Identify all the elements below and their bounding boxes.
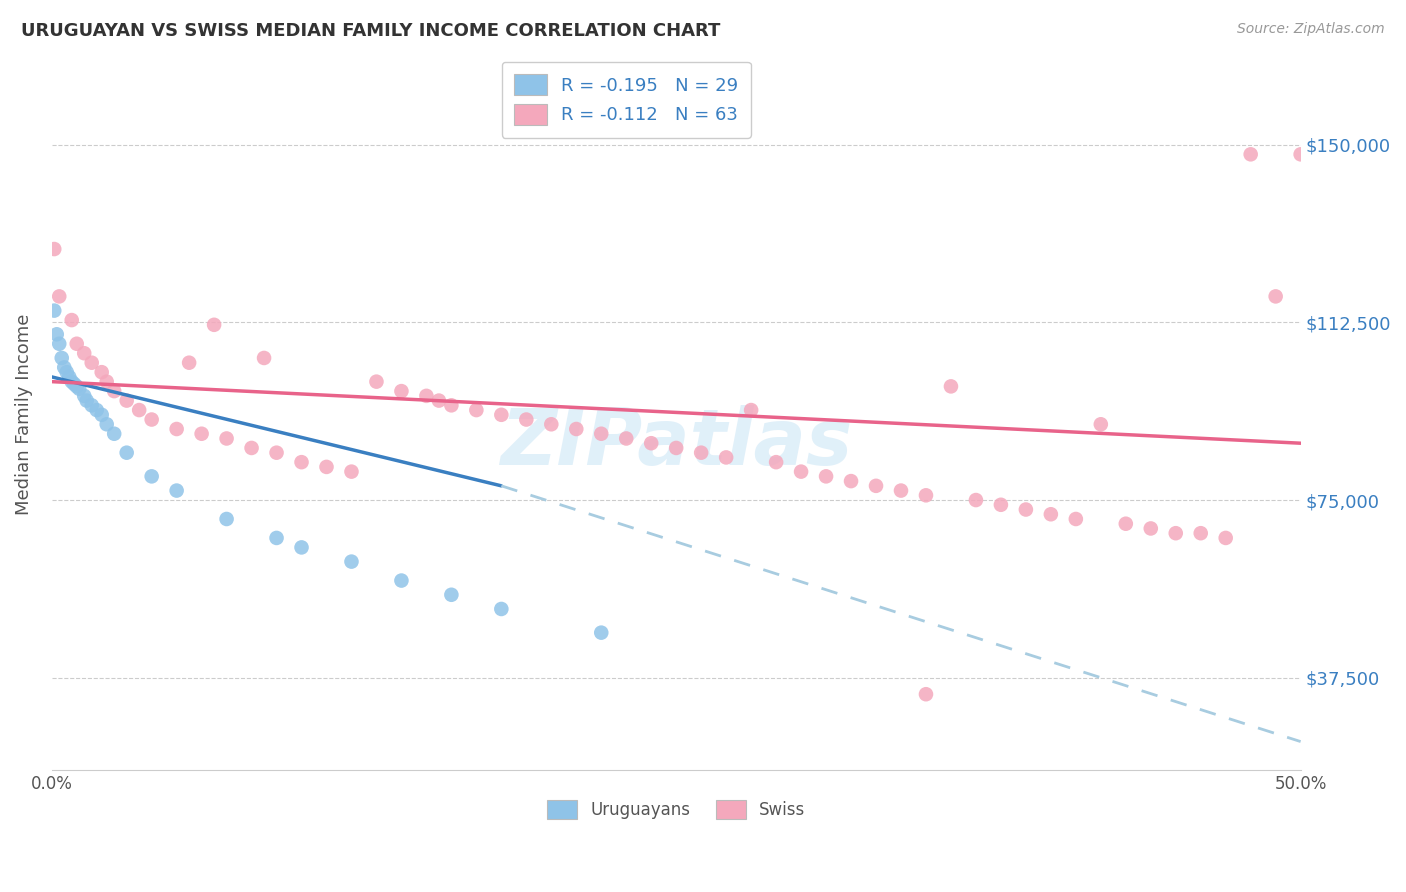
Point xyxy=(80,398,103,412)
Point xyxy=(128,403,150,417)
Point xyxy=(141,469,163,483)
Point xyxy=(665,441,688,455)
Point xyxy=(45,327,67,342)
Point xyxy=(1189,526,1212,541)
Point xyxy=(1039,508,1062,522)
Point xyxy=(253,351,276,365)
Point xyxy=(60,313,83,327)
Point xyxy=(215,432,238,446)
Point xyxy=(1264,289,1286,303)
Point xyxy=(965,493,987,508)
Point xyxy=(58,370,80,384)
Point xyxy=(179,356,201,370)
Legend: Uruguayans, Swiss: Uruguayans, Swiss xyxy=(540,793,811,826)
Point xyxy=(96,417,118,432)
Point xyxy=(96,375,118,389)
Point xyxy=(565,422,588,436)
Point xyxy=(63,377,86,392)
Point xyxy=(166,422,188,436)
Point xyxy=(640,436,662,450)
Point xyxy=(48,336,70,351)
Point xyxy=(366,375,388,389)
Point xyxy=(340,555,363,569)
Point xyxy=(315,459,337,474)
Point xyxy=(1215,531,1237,545)
Point xyxy=(66,379,89,393)
Point xyxy=(66,336,89,351)
Point xyxy=(73,389,96,403)
Point xyxy=(1090,417,1112,432)
Y-axis label: Median Family Income: Median Family Income xyxy=(15,314,32,516)
Point xyxy=(166,483,188,498)
Point xyxy=(591,625,613,640)
Point xyxy=(1064,512,1087,526)
Point xyxy=(115,445,138,459)
Point xyxy=(465,403,488,417)
Point xyxy=(90,408,112,422)
Point xyxy=(1139,521,1161,535)
Point xyxy=(614,432,637,446)
Point xyxy=(790,465,813,479)
Point xyxy=(714,450,737,465)
Point xyxy=(76,393,98,408)
Point xyxy=(915,488,938,502)
Point xyxy=(44,303,66,318)
Point xyxy=(202,318,225,332)
Point xyxy=(815,469,838,483)
Point xyxy=(740,403,762,417)
Point xyxy=(80,356,103,370)
Point xyxy=(839,474,862,488)
Point xyxy=(53,360,76,375)
Point xyxy=(540,417,562,432)
Point xyxy=(103,426,125,441)
Point xyxy=(67,382,90,396)
Point xyxy=(190,426,212,441)
Point xyxy=(86,403,108,417)
Point xyxy=(1240,147,1263,161)
Point xyxy=(491,408,513,422)
Point xyxy=(491,602,513,616)
Point xyxy=(215,512,238,526)
Point xyxy=(141,412,163,426)
Point xyxy=(391,384,413,398)
Point xyxy=(340,465,363,479)
Point xyxy=(391,574,413,588)
Point xyxy=(290,541,312,555)
Text: ZIPatlas: ZIPatlas xyxy=(501,405,852,481)
Point xyxy=(890,483,912,498)
Point xyxy=(427,393,450,408)
Point xyxy=(939,379,962,393)
Point xyxy=(266,531,288,545)
Point xyxy=(915,687,938,701)
Point xyxy=(103,384,125,398)
Point xyxy=(690,445,713,459)
Point xyxy=(440,588,463,602)
Point xyxy=(60,375,83,389)
Point xyxy=(765,455,787,469)
Point xyxy=(73,346,96,360)
Point xyxy=(591,426,613,441)
Point xyxy=(90,365,112,379)
Point xyxy=(415,389,437,403)
Point xyxy=(440,398,463,412)
Point xyxy=(44,242,66,256)
Point xyxy=(290,455,312,469)
Point xyxy=(55,365,77,379)
Point xyxy=(266,445,288,459)
Text: Source: ZipAtlas.com: Source: ZipAtlas.com xyxy=(1237,22,1385,37)
Point xyxy=(515,412,537,426)
Point xyxy=(1015,502,1038,516)
Point xyxy=(990,498,1012,512)
Point xyxy=(1164,526,1187,541)
Point xyxy=(115,393,138,408)
Point xyxy=(240,441,263,455)
Point xyxy=(1289,147,1312,161)
Point xyxy=(865,479,887,493)
Point xyxy=(51,351,73,365)
Point xyxy=(48,289,70,303)
Text: URUGUAYAN VS SWISS MEDIAN FAMILY INCOME CORRELATION CHART: URUGUAYAN VS SWISS MEDIAN FAMILY INCOME … xyxy=(21,22,720,40)
Point xyxy=(1115,516,1137,531)
